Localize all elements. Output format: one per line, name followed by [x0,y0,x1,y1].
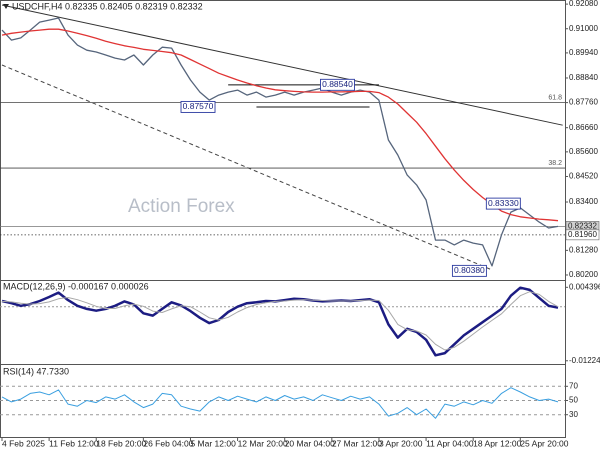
price-box-label: 0.83330 [488,198,519,208]
x-tick-label: 26 Feb 04:00 [143,438,193,448]
price-tag: 0.81960 [568,230,597,239]
price-box-label: 0.88540 [322,79,353,89]
x-tick-label: 12 Mar 20:00 [238,438,288,448]
x-tick-label: 25 Apr 20:00 [520,438,568,448]
price-box [320,78,355,91]
trendline [1,64,493,271]
x-tick-label: 18 Feb 20:00 [96,438,146,448]
series-line [1,17,559,267]
series-line [1,291,559,351]
plot-frame [0,0,566,438]
x-tick-label: 4 Feb 2025 [2,438,45,448]
y-tick-label: 0.89940 [569,48,598,57]
x-tick-label: 3 Apr 20:00 [379,438,423,448]
series-line [1,387,559,419]
y-tick-label: 30 [569,410,578,419]
trendline [1,4,563,126]
price-box [180,100,216,113]
chart-title: USDCHF,H4 0.82335 0.82405 0.82319 0.8233… [12,1,203,11]
fib-label: 38.2 [548,160,562,167]
y-tick-label: 0.92080 [569,0,598,8]
price-box-label: 0.80380 [454,265,485,275]
y-tick-label: 0.004396 [569,282,600,291]
y-tick-label: 50 [569,396,578,405]
macd-title: MACD(12,26,9) -0.000167 0.000026 [3,281,149,291]
y-tick-label: 70 [569,381,578,390]
series-line [1,28,559,222]
x-tick-label: 11 Feb 12:00 [49,438,99,448]
y-tick-label: 0.88840 [569,73,598,82]
fib-label: 61.8 [548,94,562,101]
x-tick-label: 18 Apr 12:00 [473,438,521,448]
price-box-label: 0.87570 [183,101,214,111]
y-tick-label: 0.87760 [569,98,598,107]
price-box [485,197,521,210]
x-tick-label: 27 Mar 12:00 [332,438,382,448]
y-tick-label: 0.80200 [569,270,598,279]
y-tick-label: -0.012241 [569,356,600,365]
price-tag: 0.82332 [568,221,597,230]
price-tag-box [565,229,600,241]
y-tick-label: 0.91000 [569,24,598,33]
y-tick-label: 0.85600 [569,147,598,156]
y-tick-label: 0.86660 [569,123,598,132]
y-tick-label: 0.81280 [569,245,598,254]
x-tick-label: 11 Apr 04:00 [426,438,474,448]
y-tick-label: 0.84520 [569,172,598,181]
x-tick-label: 5 Mar 12:00 [190,438,236,448]
price-box [451,264,487,277]
rsi-title: RSI(14) 47.7330 [3,366,69,376]
x-tick-label: 20 Mar 04:00 [285,438,335,448]
y-tick-label: 0.83400 [569,197,598,206]
watermark: Action Forex [128,196,235,217]
